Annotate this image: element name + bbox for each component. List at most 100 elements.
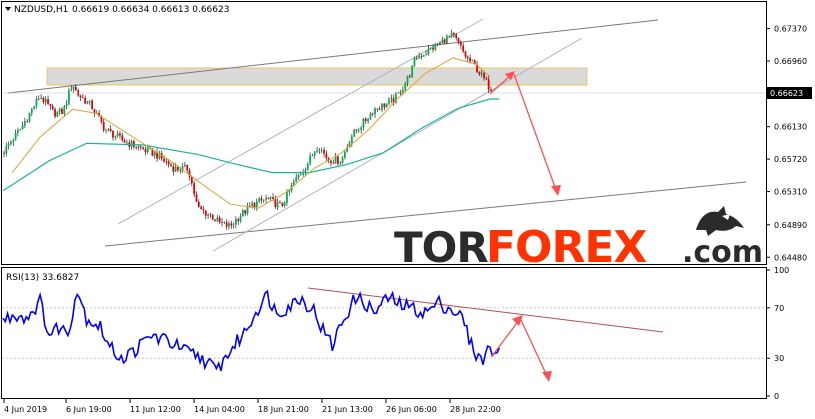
candle (193, 181, 196, 197)
price-tick-label: 0.65720 (774, 155, 807, 164)
symbol-label: NZDUSD,H1 (14, 5, 68, 15)
candle (49, 103, 52, 110)
candle (487, 75, 490, 94)
candle (61, 107, 63, 115)
candle (68, 87, 70, 106)
candle (37, 95, 40, 100)
candle (84, 95, 87, 105)
candle (392, 94, 395, 106)
candle (86, 100, 89, 105)
candle (367, 117, 369, 124)
candle (378, 106, 381, 111)
candle (221, 218, 223, 227)
candle (323, 146, 325, 158)
time-tick-label: 14 Jun 04:00 (194, 405, 245, 414)
channel-line-upper (117, 18, 484, 225)
candle (12, 138, 15, 146)
candle (156, 148, 158, 162)
forecast-down-arrowhead-icon (551, 185, 561, 196)
candle (105, 128, 107, 134)
trend-lines-layer (7, 18, 747, 252)
candle (235, 216, 237, 229)
ohlc-label: 0.66619 0.66634 0.66613 0.66623 (72, 5, 229, 15)
candle (165, 157, 168, 166)
candle (200, 205, 203, 210)
candle (230, 220, 233, 229)
candle (369, 112, 372, 121)
candle (260, 195, 263, 204)
candles-layer (3, 29, 492, 230)
candle (137, 144, 140, 151)
candle (471, 59, 474, 62)
watermark-forex-text: FOREX (486, 222, 647, 273)
candle (218, 215, 221, 225)
candle (58, 107, 61, 116)
candle (262, 199, 265, 203)
candle (70, 85, 73, 92)
candle (344, 149, 346, 160)
candle (411, 64, 414, 78)
time-tick-label: 11 Jun 12:00 (130, 405, 181, 414)
time-tick-label: 26 Jun 06:00 (386, 405, 437, 414)
candle (385, 103, 388, 108)
candle (255, 198, 258, 211)
candle (253, 201, 256, 210)
price-tick-label: 0.66130 (774, 123, 807, 132)
ma-slow-line (2, 98, 500, 192)
candle (462, 42, 465, 54)
candle (334, 152, 337, 164)
candle (26, 118, 29, 123)
rsi-tick-label: 30 (774, 354, 784, 363)
candle (183, 161, 186, 168)
candle (371, 112, 374, 117)
candle (47, 95, 49, 105)
watermark-com-text: .com (682, 235, 763, 270)
candle (74, 84, 77, 91)
rsi-forecast-up-arrow (491, 318, 521, 357)
candle (119, 131, 121, 139)
candle (295, 173, 298, 183)
channel-line-lower (212, 37, 583, 252)
candle (478, 71, 481, 77)
candle (476, 60, 478, 73)
watermark: TOR FOREX .com (394, 206, 763, 273)
candle (455, 32, 458, 41)
candle (19, 128, 22, 131)
candle (51, 103, 54, 111)
rsi-tick-label: 0 (774, 392, 779, 401)
candle (483, 70, 485, 81)
rsi-tick-label: 70 (774, 304, 784, 313)
candle (374, 107, 376, 118)
candle (448, 35, 451, 38)
candle (490, 86, 492, 93)
candle (376, 108, 379, 112)
resistance-zone (46, 67, 588, 86)
candle (56, 111, 59, 118)
chart-header: NZDUSD,H1 0.66619 0.66634 0.66613 0.6662… (5, 5, 229, 15)
candle (172, 162, 175, 176)
watermark-tor-text: TOR (394, 223, 488, 272)
candle (441, 36, 444, 44)
candle (357, 127, 360, 133)
candle (404, 81, 407, 93)
candle (40, 94, 43, 100)
candle (265, 194, 267, 204)
candle (325, 150, 328, 161)
candle (239, 213, 242, 223)
candle (420, 53, 423, 60)
candle (413, 56, 416, 68)
candle (63, 105, 66, 117)
candle (121, 132, 124, 143)
rsi-forecast-arrows (491, 315, 552, 382)
candle (241, 208, 244, 217)
candle (350, 134, 353, 148)
candle (204, 210, 207, 220)
candle (466, 55, 469, 62)
rsi-forecast-down-arrowhead-icon (542, 371, 552, 382)
candle (211, 213, 214, 220)
time-tick-label: 28 Jun 22:00 (450, 405, 501, 414)
rsi-trend-line (307, 287, 664, 333)
candle (267, 197, 270, 200)
